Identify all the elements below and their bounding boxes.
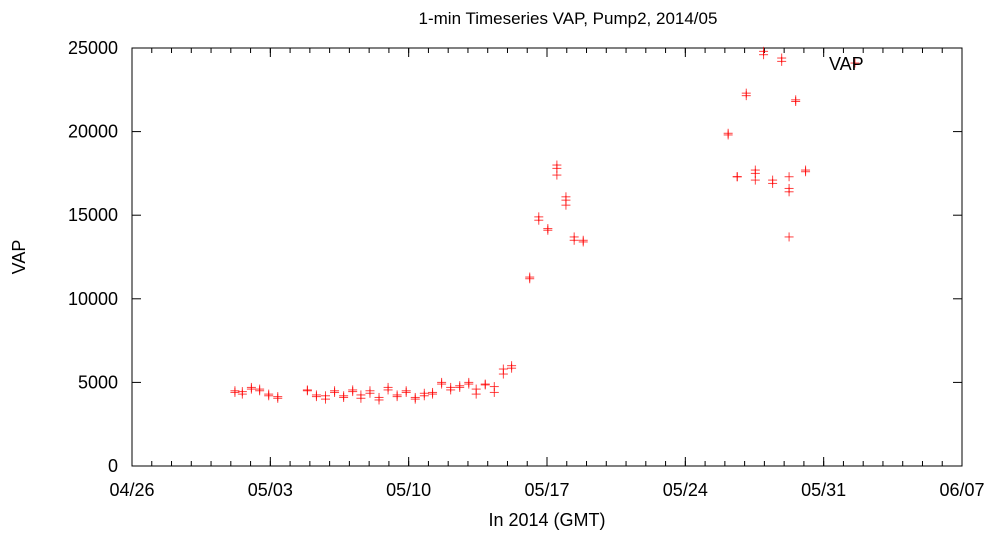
chart-title: 1-min Timeseries VAP, Pump2, 2014/05	[419, 9, 718, 28]
data-point	[801, 167, 811, 177]
y-tick-label: 25000	[68, 38, 118, 58]
data-point	[732, 172, 742, 182]
data-point	[311, 392, 321, 402]
data-point	[410, 394, 420, 404]
data-point	[455, 382, 465, 392]
data-point	[302, 386, 312, 396]
data-point	[383, 385, 393, 395]
data-point	[339, 392, 349, 402]
data-point	[419, 391, 429, 401]
data-point	[750, 175, 760, 185]
data-point	[230, 387, 240, 397]
x-axis: 04/26 05/03 05/10 05/17 05/24 05/31 06/07	[109, 48, 985, 500]
data-point	[507, 363, 517, 373]
x-tick-label: 05/24	[663, 480, 708, 500]
data-point	[777, 56, 787, 66]
y-axis: 0 5000 10000 15000 20000 25000	[68, 38, 962, 476]
data-point	[348, 387, 358, 397]
x-tick-label: 05/03	[248, 480, 293, 500]
data-point	[392, 392, 402, 402]
data-point	[784, 187, 794, 197]
data-point	[237, 389, 247, 399]
data-point	[365, 388, 375, 398]
y-tick-label: 0	[108, 456, 118, 476]
data-point	[273, 393, 283, 403]
legend: VAP	[829, 54, 864, 74]
data-point	[791, 97, 801, 107]
x-axis-label: In 2014 (GMT)	[488, 510, 605, 530]
data-point	[534, 215, 544, 225]
data-point	[464, 377, 474, 387]
y-tick-label: 10000	[68, 289, 118, 309]
legend-label: VAP	[829, 54, 864, 74]
x-tick-label: 05/10	[386, 480, 431, 500]
data-point	[759, 50, 769, 60]
y-tick-label: 20000	[68, 122, 118, 142]
data-point	[480, 380, 490, 390]
data-point	[471, 389, 481, 399]
y-tick-label: 15000	[68, 205, 118, 225]
data-point	[561, 200, 571, 210]
data-point	[401, 387, 411, 397]
data-point	[255, 386, 265, 396]
data-point	[356, 393, 366, 403]
data-point	[321, 394, 331, 404]
data-point	[498, 369, 508, 379]
plot-area-frame	[131, 47, 963, 467]
data-point	[489, 387, 499, 397]
y-axis-label: VAP	[9, 240, 29, 275]
data-point	[768, 178, 778, 188]
data-point	[437, 379, 447, 389]
data-point	[446, 385, 456, 395]
y-tick-label: 5000	[78, 372, 118, 392]
data-point	[784, 232, 794, 242]
x-tick-label: 05/17	[524, 480, 569, 500]
data-points	[230, 46, 860, 405]
data-point	[543, 225, 553, 235]
data-point	[374, 395, 384, 405]
data-point	[428, 389, 438, 399]
data-point	[330, 387, 340, 397]
data-point	[784, 172, 794, 182]
data-point	[723, 130, 733, 140]
data-point	[850, 58, 860, 68]
x-tick-label: 05/31	[801, 480, 846, 500]
data-point	[578, 237, 588, 247]
data-point	[552, 170, 562, 180]
data-point	[525, 274, 535, 284]
x-tick-label: 06/07	[939, 480, 984, 500]
data-point	[741, 91, 751, 101]
data-point	[569, 235, 579, 245]
data-point	[246, 384, 256, 394]
x-tick-label: 04/26	[109, 480, 154, 500]
data-point	[264, 391, 274, 401]
